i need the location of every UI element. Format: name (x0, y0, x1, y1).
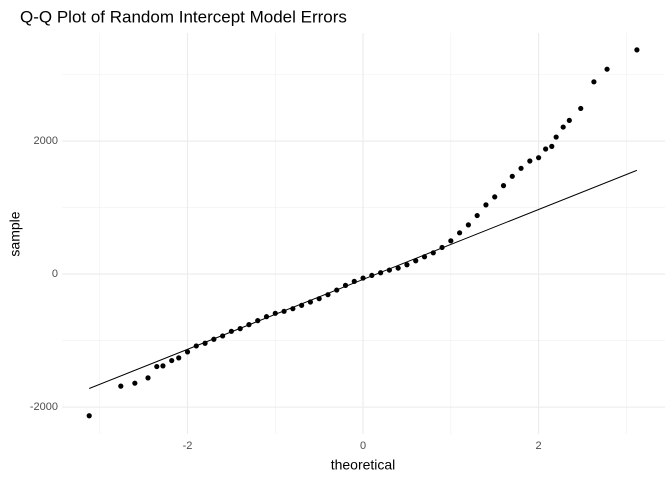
point (430, 250, 436, 256)
point (500, 183, 507, 189)
point (325, 292, 331, 298)
point (413, 258, 419, 264)
point (604, 66, 610, 72)
point (86, 413, 92, 419)
point (483, 202, 489, 208)
point (566, 117, 572, 124)
point (549, 143, 555, 149)
y-tick-label: 2000 (34, 135, 58, 147)
point (543, 146, 549, 152)
point (246, 322, 252, 328)
point (272, 310, 278, 316)
point (404, 262, 410, 268)
point (299, 302, 305, 308)
point (553, 134, 559, 140)
point (237, 326, 243, 332)
point (342, 282, 349, 288)
point (202, 340, 208, 346)
point (211, 336, 217, 342)
point (132, 380, 138, 386)
point (316, 296, 322, 302)
point (492, 194, 498, 200)
point (184, 349, 191, 355)
point (290, 306, 296, 312)
point (386, 267, 392, 273)
point (334, 287, 340, 293)
point (281, 308, 287, 314)
point (228, 328, 235, 334)
point (118, 383, 124, 389)
point (378, 270, 384, 276)
point (439, 244, 445, 251)
chart-title: Q-Q Plot of Random Intercept Model Error… (20, 7, 347, 26)
point (474, 212, 480, 219)
y-axis-title: sample (7, 211, 23, 256)
point (591, 79, 597, 85)
point (307, 299, 313, 305)
point (220, 333, 226, 339)
point (560, 124, 566, 130)
point (465, 222, 471, 228)
point (448, 238, 454, 244)
point (145, 375, 151, 381)
point (160, 363, 166, 369)
point (255, 318, 261, 324)
point (154, 363, 160, 370)
x-tick-label: 2 (536, 440, 542, 452)
point (527, 158, 533, 164)
point (395, 265, 401, 271)
point (169, 357, 175, 364)
point (457, 230, 463, 236)
point (193, 343, 199, 349)
point (536, 155, 542, 161)
point (263, 314, 270, 320)
x-tick-label: 0 (360, 440, 366, 452)
point (578, 105, 584, 112)
point (360, 275, 366, 281)
point (421, 254, 428, 260)
point (509, 173, 515, 179)
point (176, 355, 182, 361)
point (634, 47, 640, 53)
point (351, 278, 357, 284)
x-axis-title: theoretical (331, 457, 396, 473)
y-tick-label: -2000 (30, 401, 58, 413)
y-tick-label: 0 (52, 268, 58, 280)
point (369, 272, 375, 279)
x-tick-label: -2 (183, 440, 193, 452)
point (518, 165, 524, 171)
